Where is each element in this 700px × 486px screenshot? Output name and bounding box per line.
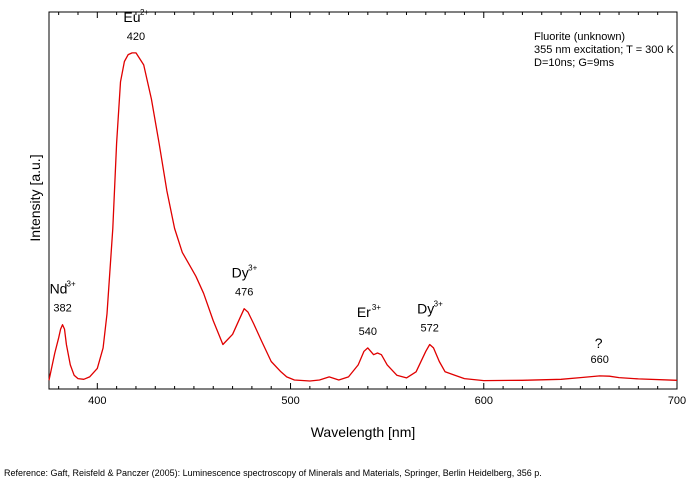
reference-citation: Reference: Gaft, Reisfeld & Panczer (200…	[4, 468, 542, 478]
x-tick-label: 500	[281, 395, 299, 407]
peak-ion-charge: 3+	[372, 303, 381, 312]
x-tick-labels: 400 500 600 700	[88, 395, 686, 407]
peak-wavelength-label: 420	[127, 31, 145, 43]
peak-ion-label: Dy	[417, 300, 434, 316]
peak-ion-label: Dy	[232, 265, 249, 281]
peak-ion-charge: 3+	[248, 264, 257, 273]
y-axis-title: Intensity [a.u.]	[27, 154, 43, 241]
peak-ion-label: Eu	[123, 9, 140, 25]
x-tick-label: 600	[475, 395, 493, 407]
x-axis-title: Wavelength [nm]	[311, 424, 416, 440]
emission-spectrum-line	[48, 52, 678, 382]
peak-ion-charge: 3+	[67, 280, 76, 289]
x-tick-label: 700	[668, 395, 686, 407]
peak-wavelength-label: 476	[235, 287, 253, 299]
peak-wavelength-label: 660	[591, 354, 609, 366]
peak-wavelength-label: 382	[53, 303, 71, 315]
peak-wavelength-label: 572	[420, 322, 438, 334]
info-line: D=10ns; G=9ms	[534, 57, 615, 69]
x-tick-label: 400	[88, 395, 106, 407]
peak-ion-label: Nd	[50, 281, 68, 297]
axis-ticks	[58, 12, 678, 389]
unknown-peak-mark: ?	[595, 335, 603, 351]
sample-info-box: Fluorite (unknown)355 nm excitation; T =…	[534, 31, 675, 69]
peak-ion-charge: 3+	[434, 299, 443, 308]
info-line: Fluorite (unknown)	[534, 31, 625, 43]
peak-ion-charge: 2+	[140, 8, 149, 17]
plot-frame	[48, 11, 678, 390]
peak-ion-label: Er	[357, 304, 371, 320]
peak-wavelength-label: 540	[359, 326, 377, 338]
info-line: 355 nm excitation; T = 300 K	[534, 44, 675, 56]
